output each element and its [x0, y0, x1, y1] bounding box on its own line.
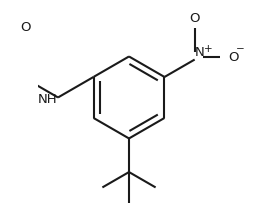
Text: O: O [20, 21, 30, 34]
Text: O: O [228, 51, 238, 64]
Text: N: N [195, 46, 205, 59]
Text: NH: NH [38, 93, 58, 106]
Text: O: O [189, 12, 200, 25]
Text: −: − [236, 44, 245, 54]
Text: +: + [204, 45, 212, 54]
